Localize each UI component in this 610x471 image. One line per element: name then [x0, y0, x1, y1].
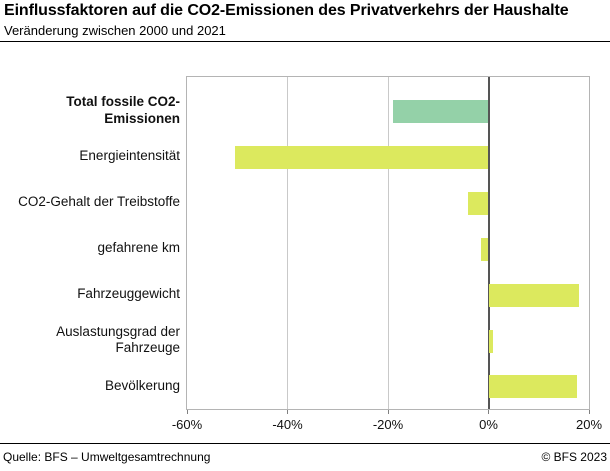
chart-bar-2	[234, 145, 489, 169]
x-tick-mark	[588, 410, 590, 414]
gridline	[287, 77, 288, 409]
x-tick-label: 0%	[479, 417, 498, 432]
category-label-1: Total fossile CO2-Emissionen	[66, 94, 180, 126]
gridline	[387, 77, 389, 409]
x-tick-mark	[287, 410, 288, 414]
x-tick-label: -60%	[171, 417, 203, 432]
header-divider	[0, 41, 610, 42]
x-tick-mark	[488, 410, 489, 414]
chart-bar-5	[488, 283, 579, 307]
chart-title: Einflussfaktoren auf die CO2-Emissionen …	[4, 2, 569, 19]
chart-bar-1	[393, 100, 489, 123]
chart-bar-3	[468, 191, 489, 215]
copyright-text: © BFS 2023	[541, 450, 607, 464]
x-tick-mark	[387, 410, 389, 414]
x-tick-mark	[186, 410, 188, 414]
x-axis: -60% -40% -20% 0% 20%	[0, 410, 610, 438]
footer-divider	[0, 443, 610, 444]
x-tick-label: -20%	[372, 417, 404, 432]
chart-bar-6	[488, 329, 493, 353]
chart-subtitle: Veränderung zwischen 2000 und 2021	[4, 23, 226, 38]
zero-gridline	[487, 77, 490, 409]
category-label-4: gefahrene km	[97, 239, 180, 255]
x-tick-label: -40%	[272, 417, 303, 432]
category-label-7: Bevölkerung	[104, 377, 180, 393]
plot-area	[186, 76, 590, 410]
source-text: Quelle: BFS – Umweltgesamtrechnung	[3, 450, 211, 464]
category-label-column: Total fossile CO2-Emissionen Energieinten…	[0, 76, 180, 410]
chart-bar-4	[480, 237, 489, 261]
category-label-3: CO2-Gehalt der Treibstoffe	[18, 194, 180, 210]
x-tick-label: 20%	[575, 417, 603, 432]
category-label-2: Energieintensität	[79, 148, 180, 164]
category-label-5: Fahrzeuggewicht	[77, 285, 180, 301]
chart-bar-7	[488, 375, 578, 399]
category-label-6: Auslastungsgrad der Fahrzeuge	[56, 323, 180, 355]
